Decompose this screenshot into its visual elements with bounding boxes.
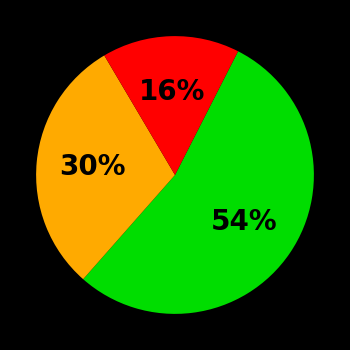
Text: 30%: 30% <box>59 153 125 181</box>
Wedge shape <box>104 36 238 175</box>
Wedge shape <box>36 55 175 279</box>
Wedge shape <box>83 51 314 314</box>
Text: 16%: 16% <box>139 78 205 106</box>
Text: 54%: 54% <box>211 208 277 236</box>
